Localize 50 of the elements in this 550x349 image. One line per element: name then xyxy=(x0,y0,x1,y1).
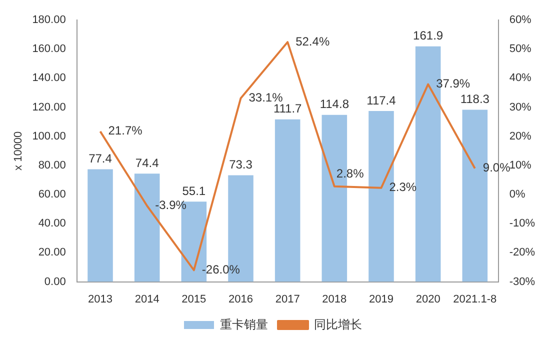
legend-label: 重卡销量 xyxy=(220,317,268,332)
y-tick-label: 0.00 xyxy=(44,276,66,288)
x-tick-label: 2021.1-8 xyxy=(453,293,497,306)
y-tick-label: 140.00 xyxy=(32,72,66,84)
data-label: 9.0% xyxy=(482,160,511,175)
x-tick-label: 2014 xyxy=(134,293,160,306)
x-tick-label: 2019 xyxy=(369,293,394,306)
data-label: 117.4 xyxy=(366,93,396,108)
y-tick-label: 80.00 xyxy=(38,159,66,172)
data-label: -3.9% xyxy=(155,198,187,212)
x-tick-label: 2013 xyxy=(88,293,112,306)
y-tick-label: 180.00 xyxy=(32,14,66,26)
y-tick-label: 60.00 xyxy=(38,188,66,201)
y2-tick-label: 10% xyxy=(509,159,532,172)
data-label: 37.9% xyxy=(436,76,470,91)
data-label: 161.9 xyxy=(413,28,444,43)
y-axis-title: x 10000 xyxy=(12,131,25,170)
y2-tick-label: 20% xyxy=(509,130,532,142)
data-label: 52.4% xyxy=(296,34,330,48)
y2-tick-label: 50% xyxy=(509,43,532,56)
bar xyxy=(88,169,113,282)
y2-tick-label: -20% xyxy=(509,246,536,259)
x-tick-label: 2017 xyxy=(275,293,300,306)
y-tick-label: 160.00 xyxy=(32,43,66,56)
y2-tick-label: 60% xyxy=(509,14,532,26)
data-label: 114.8 xyxy=(320,97,350,112)
x-tick-label: 2015 xyxy=(182,293,206,306)
legend-label: 同比增长 xyxy=(314,317,362,332)
data-label: 77.4 xyxy=(88,152,112,166)
data-label: -26.0% xyxy=(202,262,240,276)
y-tick-label: 40.00 xyxy=(38,218,66,230)
data-label: 21.7% xyxy=(108,124,143,138)
data-label: 2.3% xyxy=(389,180,417,194)
y2-tick-label: -10% xyxy=(509,218,536,230)
y-tick-label: 100.00 xyxy=(32,130,66,142)
x-tick-label: 2018 xyxy=(322,293,347,306)
bar xyxy=(274,119,300,282)
data-label: 118.3 xyxy=(460,92,490,106)
y2-tick-label: -30% xyxy=(509,276,536,288)
x-tick-label: 2016 xyxy=(228,293,253,306)
data-label: 55.1 xyxy=(182,184,206,198)
y-tick-label: 20.00 xyxy=(38,246,66,259)
data-label: 2.8% xyxy=(336,166,364,181)
data-label: 73.3 xyxy=(229,158,253,172)
y2-tick-label: 30% xyxy=(509,101,532,114)
x-tick-label: 2020 xyxy=(416,293,440,306)
y-tick-label: 120.00 xyxy=(32,101,66,114)
y2-tick-label: 40% xyxy=(509,72,532,84)
data-label: 74.4 xyxy=(135,156,160,170)
y2-tick-label: 0% xyxy=(509,188,526,201)
